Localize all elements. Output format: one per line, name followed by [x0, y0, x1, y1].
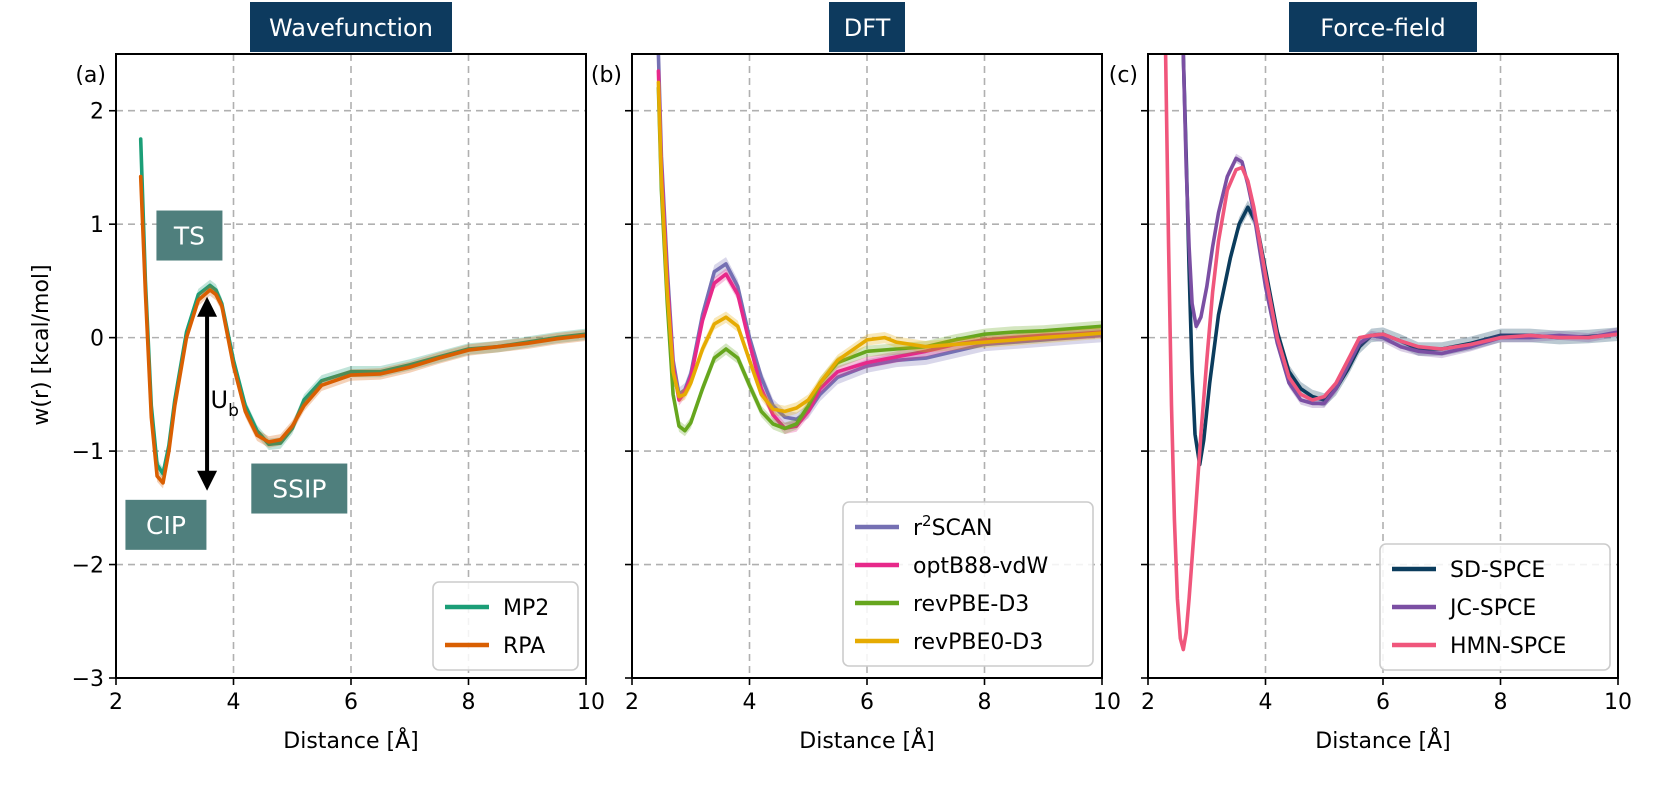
x-tick-label: 2	[109, 690, 123, 715]
arrow-head-up	[197, 296, 218, 317]
annotation-box	[251, 463, 348, 514]
series-band-r²SCAN	[658, 54, 1102, 427]
arrow-label-subscript: b	[228, 401, 239, 421]
panel-3: 2 4 6 8 10 Distance [Å] Force-field (c) SD-SPCE J…	[1109, 2, 1632, 754]
series-line-HMN-SPCE	[1163, 54, 1618, 652]
legend-label: MP2	[503, 596, 549, 621]
annotation-box	[125, 499, 207, 550]
y-tick-label: 1	[90, 213, 104, 238]
x-tick-label: 10	[1604, 690, 1632, 715]
plot-area	[1163, 54, 1618, 652]
legend-frame	[1379, 543, 1611, 671]
series-band-optB88-vdW	[658, 65, 1102, 435]
plot-area	[138, 133, 586, 489]
x-tick-label: 6	[344, 690, 358, 715]
panel-title-box	[250, 2, 452, 52]
x-axis-label: Distance [Å]	[799, 727, 934, 754]
arrow-head-down	[197, 470, 218, 491]
series-line-SD-SPCE	[1181, 54, 1618, 467]
y-tick-label: 2	[90, 100, 104, 125]
x-tick-label: 6	[1376, 690, 1390, 715]
panel-label: (c)	[1109, 63, 1138, 88]
legend-frame	[842, 501, 1094, 667]
annotation-box	[156, 210, 223, 261]
panel-title-box	[1289, 2, 1477, 52]
x-tick-label: 8	[462, 690, 476, 715]
x-axis-label: Distance [Å]	[1315, 727, 1450, 754]
series-line-revPBE-D3	[656, 86, 1102, 433]
legend-label: revPBE-D3	[913, 592, 1029, 617]
panel-title-box	[829, 2, 905, 52]
panel-label: (b)	[591, 63, 622, 88]
plot-area	[656, 54, 1102, 437]
legend: r2SCAN optB88-vdW revPBE-D3 revPBE0-D3	[842, 501, 1094, 667]
legend-label: HMN-SPCE	[1450, 634, 1566, 659]
barrier-arrow: Ub	[197, 296, 239, 491]
legend-label: RPA	[503, 634, 545, 659]
legend-frame	[432, 581, 579, 671]
x-tick-label: 10	[1093, 690, 1121, 715]
arrow-label: Ub	[211, 386, 239, 421]
legend-label: revPBE0-D3	[913, 630, 1043, 655]
series-line-RPA	[138, 174, 586, 485]
series-line-JC-SPCE	[1181, 54, 1618, 406]
legend-label: JC-SPCE	[1448, 596, 1536, 621]
annotation-cip: CIP	[125, 499, 207, 550]
annotation-text: SSIP	[272, 475, 326, 504]
legend: SD-SPCE JC-SPCE HMN-SPCE	[1379, 543, 1611, 671]
x-tick-label: 10	[577, 690, 605, 715]
legend-label-sup: 2	[922, 512, 932, 530]
annotation-ts: TS	[156, 210, 223, 261]
x-tick-label: 8	[978, 690, 992, 715]
x-tick-label: 4	[1259, 690, 1273, 715]
y-tick-label: −2	[72, 554, 104, 579]
x-tick-label: 4	[743, 690, 757, 715]
legend-label: SD-SPCE	[1450, 558, 1545, 583]
x-tick-label: 2	[1141, 690, 1155, 715]
legend-label: r2SCAN	[913, 512, 992, 541]
y-tick-label: 0	[90, 327, 104, 352]
legend-label-rest: SCAN	[932, 516, 993, 541]
annotation-text: TS	[173, 222, 205, 251]
y-axis-label: w(r) [kcal/mol]	[29, 264, 54, 425]
y-tick-label: −1	[72, 440, 104, 465]
series-band-JC-SPCE	[1183, 54, 1618, 408]
legend-label-main: r	[913, 516, 923, 541]
panel-label: (a)	[75, 63, 106, 88]
series-line-optB88-vdW	[656, 69, 1102, 431]
legend: MP2 RPA	[432, 581, 579, 671]
panel-1: 2 4 6 8 10 −3 −2 −1 0 1 2 Distance [Å] Wavefunction (…	[72, 2, 605, 754]
y-tick-label: −3	[72, 667, 104, 692]
x-axis-label: Distance [Å]	[283, 727, 418, 754]
x-tick-label: 2	[625, 690, 639, 715]
x-tick-label: 8	[1494, 690, 1508, 715]
series-line-revPBE0-D3	[656, 80, 1102, 414]
panel-title: Wavefunction	[269, 14, 433, 42]
annotation-ssip: SSIP	[251, 463, 348, 514]
annotation-text: CIP	[146, 511, 186, 540]
panel-title: Force-field	[1320, 14, 1445, 42]
x-tick-label: 4	[227, 690, 241, 715]
panel-title: DFT	[844, 14, 891, 42]
x-tick-label: 6	[860, 690, 874, 715]
legend-label: optB88-vdW	[913, 554, 1048, 579]
